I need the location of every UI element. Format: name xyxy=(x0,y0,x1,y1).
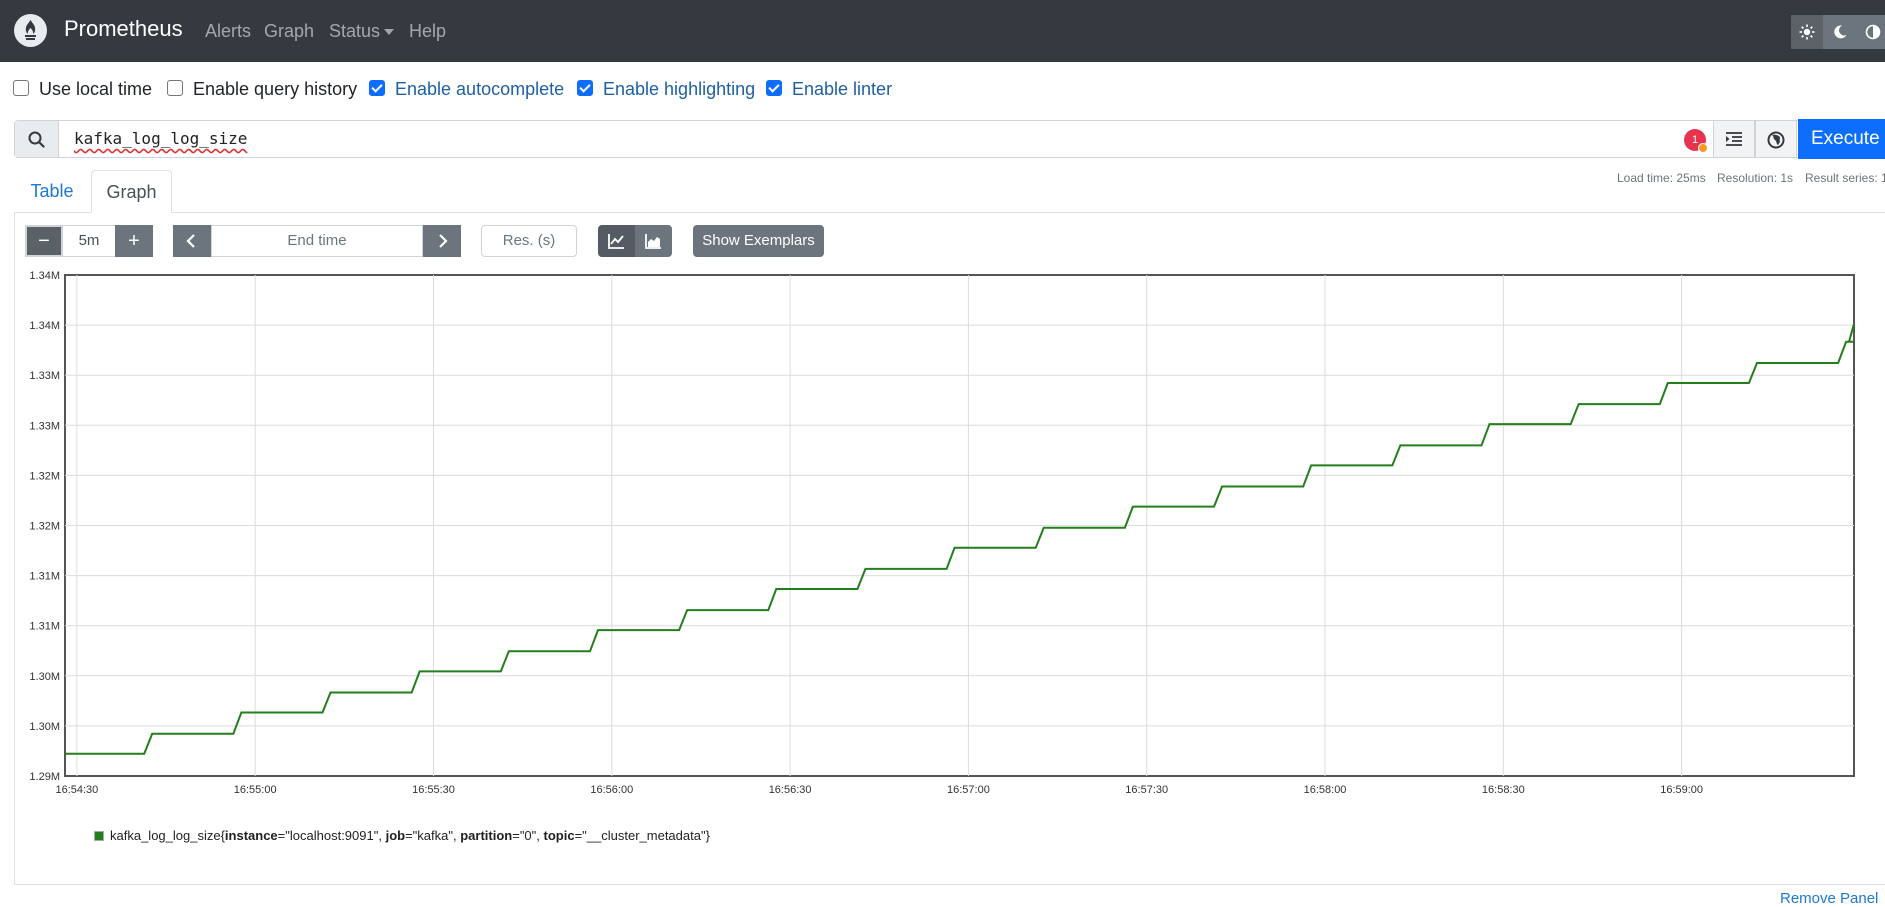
load-time-stat: Load time: 25ms xyxy=(1617,171,1706,185)
tab-graph[interactable]: Graph xyxy=(91,170,172,213)
legend-label-key: topic xyxy=(543,828,575,843)
option-label: Use local time xyxy=(39,79,153,99)
series-line[interactable] xyxy=(65,340,1854,755)
x-tick-label: 16:59:00 xyxy=(1660,784,1703,796)
range-input[interactable]: 5m xyxy=(63,225,115,257)
legend-label-value: "__cluster_metadata" xyxy=(582,828,706,843)
nav-alerts[interactable]: Alerts xyxy=(205,21,252,41)
option-label: Enable query history xyxy=(193,79,358,99)
y-tick-label: 1.30M xyxy=(29,671,60,683)
legend-label-value: "kafka" xyxy=(412,828,453,843)
legend-label-value: "0" xyxy=(519,828,537,843)
legend-label: kafka_log_log_size{instance="localhost:9… xyxy=(110,828,710,843)
legend-label-key: partition xyxy=(460,828,513,843)
format-expression-button[interactable] xyxy=(1713,120,1755,158)
next-time-button[interactable] xyxy=(423,225,461,257)
y-tick-label: 1.33M xyxy=(29,370,60,382)
legend-label-key: instance xyxy=(224,828,278,843)
legend-metric: kafka_log_log_size xyxy=(110,828,221,843)
result-series-stat: Result series: 1 xyxy=(1805,171,1885,185)
option-label: Enable highlighting xyxy=(603,79,756,99)
legend-label-value: "localhost:9091" xyxy=(285,828,379,843)
tab-table[interactable]: Table xyxy=(30,181,74,201)
sun-icon[interactable] xyxy=(1791,15,1823,49)
y-tick-label: 1.32M xyxy=(29,470,60,482)
use-local-time-checkbox[interactable] xyxy=(13,80,29,96)
brand-title[interactable]: Prometheus xyxy=(64,16,183,41)
linter-checkbox[interactable] xyxy=(766,80,782,96)
y-tick-label: 1.34M xyxy=(29,270,60,282)
x-tick-label: 16:54:30 xyxy=(55,784,98,796)
query-bar: kafka_log_log_size xyxy=(14,120,1885,158)
graph-panel xyxy=(14,213,1885,885)
y-tick-label: 1.32M xyxy=(29,521,60,533)
time-series-chart[interactable]: 1.29M 1.30M 1.30M 1.31M 1.31M 1.32M 1.32M 1.33M… xyxy=(0,0,1885,820)
autocomplete-checkbox[interactable] xyxy=(369,80,385,96)
y-axis-ticks: 1.29M 1.30M 1.30M 1.31M 1.31M 1.32M 1.32M 1.33M… xyxy=(29,270,60,783)
remove-panel-link[interactable]: Remove Panel xyxy=(1780,890,1879,907)
stacked-chart-icon[interactable] xyxy=(635,225,672,257)
y-tick-label: 1.29M xyxy=(29,771,60,783)
resolution-stat: Resolution: 1s xyxy=(1717,171,1794,185)
x-tick-label: 16:55:00 xyxy=(234,784,277,796)
y-tick-label: 1.31M xyxy=(29,571,60,583)
moon-icon[interactable] xyxy=(1824,15,1856,49)
query-history-checkbox[interactable] xyxy=(167,80,183,96)
prometheus-logo-icon[interactable] xyxy=(14,14,47,47)
show-exemplars-button[interactable]: Show Exemplars xyxy=(693,225,824,257)
x-tick-label: 16:57:30 xyxy=(1125,784,1168,796)
execute-button[interactable]: Execute xyxy=(1798,119,1885,159)
y-tick-label: 1.30M xyxy=(29,721,60,733)
lint-warning-dot xyxy=(1698,143,1708,153)
highlighting-checkbox[interactable] xyxy=(577,80,593,96)
contrast-icon[interactable] xyxy=(1857,15,1885,49)
nav-status-label: Status xyxy=(329,21,381,41)
gridlines xyxy=(65,275,1854,776)
x-tick-label: 16:56:00 xyxy=(590,784,633,796)
decrease-range-button[interactable]: − xyxy=(25,225,63,257)
end-time-input[interactable]: End time xyxy=(211,225,423,257)
x-tick-label: 16:56:30 xyxy=(769,784,812,796)
tabs-divider xyxy=(14,212,1885,213)
option-label: Enable linter xyxy=(792,79,893,99)
previous-time-button[interactable] xyxy=(173,225,211,257)
nav-help[interactable]: Help xyxy=(409,21,447,41)
caret-down-icon xyxy=(384,29,395,36)
increase-range-button[interactable]: + xyxy=(115,225,153,257)
y-tick-label: 1.33M xyxy=(29,420,60,432)
x-tick-label: 16:57:00 xyxy=(947,784,990,796)
theme-toggle-group xyxy=(1791,15,1885,49)
x-tick-label: 16:58:30 xyxy=(1482,784,1525,796)
legend-swatch xyxy=(94,831,104,841)
nav-status[interactable]: Status xyxy=(329,21,395,42)
metrics-explorer-globe-icon[interactable] xyxy=(1755,120,1797,158)
series-line-end xyxy=(1848,323,1855,343)
line-chart-icon[interactable] xyxy=(598,225,635,257)
legend-label-key: job xyxy=(385,828,406,843)
resolution-input[interactable]: Res. (s) xyxy=(481,225,577,257)
x-tick-label: 16:58:00 xyxy=(1304,784,1347,796)
search-icon xyxy=(15,121,59,157)
series-lines xyxy=(65,323,1855,755)
y-tick-label: 1.31M xyxy=(29,621,60,633)
x-tick-label: 16:55:30 xyxy=(412,784,455,796)
option-label: Enable autocomplete xyxy=(395,79,565,99)
y-tick-label: 1.34M xyxy=(29,320,60,332)
nav-graph[interactable]: Graph xyxy=(264,21,315,41)
query-expression-input[interactable]: kafka_log_log_size xyxy=(74,129,248,148)
navbar: Prometheus Alerts Graph Status Help xyxy=(0,0,1885,62)
x-axis-ticks: 16:54:30 16:55:00 16:55:30 16:56:00 16:56:30… xyxy=(55,784,1703,796)
